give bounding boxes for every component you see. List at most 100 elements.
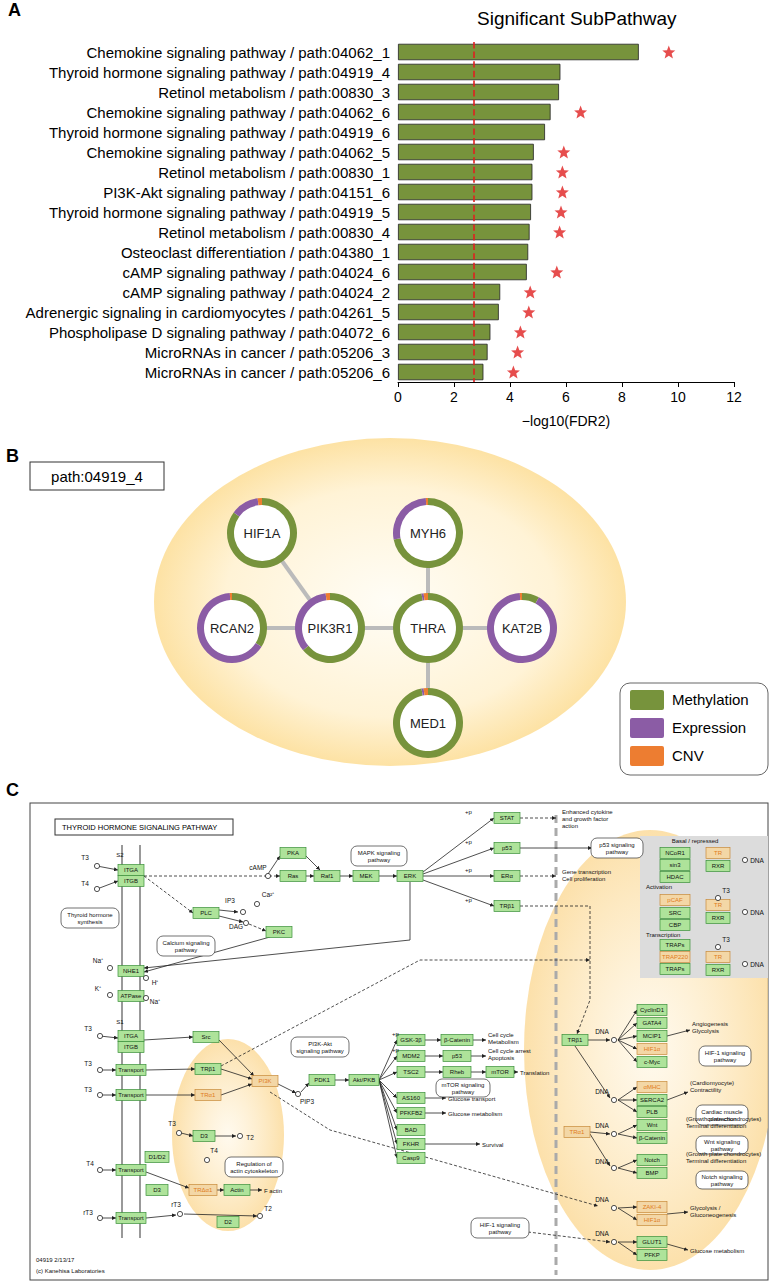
svg-text:RCAN2: RCAN2 <box>210 621 254 636</box>
svg-text:ITGB: ITGB <box>124 1044 138 1050</box>
svg-text:PIP3: PIP3 <box>300 1098 314 1105</box>
svg-text:Phospholipase D signaling path: Phospholipase D signaling pathway / path… <box>49 324 390 341</box>
svg-text:p53 signalingpathway: p53 signalingpathway <box>599 842 634 855</box>
svg-text:THRA: THRA <box>410 621 446 636</box>
svg-text:p53: p53 <box>452 1053 463 1059</box>
svg-text:Wnt: Wnt <box>647 1122 658 1128</box>
svg-text:HIF1α: HIF1α <box>644 1217 661 1223</box>
svg-text:Transport: Transport <box>118 1092 144 1098</box>
svg-text:Wnt signalingpathway: Wnt signalingpathway <box>704 1139 740 1152</box>
svg-text:DNA: DNA <box>750 857 764 864</box>
svg-text:GATA4: GATA4 <box>643 1020 662 1026</box>
svg-text:αMHC: αMHC <box>643 1084 661 1090</box>
svg-text:CBP: CBP <box>669 922 681 928</box>
svg-text:TRβ1: TRβ1 <box>500 903 515 909</box>
svg-text:S1: S1 <box>116 1019 124 1025</box>
svg-text:Chemokine signaling pathway /: Chemokine signaling pathway / path:04062… <box>86 44 390 61</box>
svg-text:pCAF: pCAF <box>667 897 683 903</box>
svg-text:T3: T3 <box>84 1025 92 1032</box>
svg-text:+p: +p <box>392 1031 400 1037</box>
svg-text:ITGA: ITGA <box>124 867 138 873</box>
svg-text:Survival: Survival <box>482 1142 503 1148</box>
svg-text:D3: D3 <box>153 1187 161 1193</box>
svg-text:cAMP signaling pathway / path:: cAMP signaling pathway / path:04024_2 <box>123 284 390 301</box>
svg-text:MED1: MED1 <box>410 716 446 731</box>
svg-text:TRβ1: TRβ1 <box>201 1066 216 1072</box>
svg-text:2: 2 <box>450 389 458 405</box>
svg-text:B: B <box>6 446 19 466</box>
svg-text:−log10(FDR2): −log10(FDR2) <box>522 413 610 429</box>
svg-text:Glycolysis /Gluconeogenesis: Glycolysis /Gluconeogenesis <box>690 1205 736 1218</box>
svg-text:HDAC: HDAC <box>666 874 684 880</box>
svg-text:MYH6: MYH6 <box>410 526 446 541</box>
svg-text:PIK3R1: PIK3R1 <box>308 621 353 636</box>
svg-text:Raf1: Raf1 <box>321 873 334 879</box>
svg-text:MEK: MEK <box>359 873 372 879</box>
svg-text:BMP: BMP <box>645 1170 658 1176</box>
svg-text:HIF1α: HIF1α <box>644 1046 661 1052</box>
svg-text:PLB: PLB <box>646 1109 657 1115</box>
svg-text:T3: T3 <box>84 1060 92 1067</box>
svg-text:MAPK signalingpathway: MAPK signalingpathway <box>358 850 400 863</box>
svg-text:DNA: DNA <box>750 909 764 916</box>
svg-text:AS160: AS160 <box>402 1095 421 1101</box>
svg-text:Akt/PKB: Akt/PKB <box>353 1077 375 1083</box>
svg-text:D3: D3 <box>200 1133 208 1139</box>
svg-text:p53: p53 <box>502 845 513 851</box>
svg-text:IP3: IP3 <box>225 897 235 904</box>
svg-text:Transport: Transport <box>118 1067 144 1073</box>
svg-text:T3: T3 <box>84 1086 92 1093</box>
svg-text:Expression: Expression <box>672 719 746 736</box>
svg-text:GSK-3β: GSK-3β <box>400 1037 422 1043</box>
svg-text:ERK: ERK <box>404 873 416 879</box>
svg-text:Glucose transport: Glucose transport <box>448 1096 496 1102</box>
svg-text:DAG: DAG <box>229 923 243 930</box>
svg-text:TR: TR <box>714 850 723 856</box>
svg-text:T4: T4 <box>210 1147 218 1154</box>
svg-text:Notch signalingpathway: Notch signalingpathway <box>701 1174 742 1187</box>
svg-text:Significant SubPathway: Significant SubPathway <box>477 8 677 29</box>
svg-text:+p: +p <box>465 839 473 845</box>
svg-text:Retinol metabolism / path:0083: Retinol metabolism / path:00830_1 <box>158 164 390 181</box>
svg-text:T3: T3 <box>81 854 89 861</box>
svg-text:Cell cycle arrestApoptosis: Cell cycle arrestApoptosis <box>488 1048 531 1061</box>
svg-text:NCoR1: NCoR1 <box>665 850 685 856</box>
svg-text:K⁺: K⁺ <box>95 985 101 992</box>
svg-text:HIF-1 signalingpathway: HIF-1 signalingpathway <box>480 1222 520 1235</box>
svg-text:NHE1: NHE1 <box>123 968 140 974</box>
svg-text:BAD: BAD <box>405 1127 418 1133</box>
svg-text:TR: TR <box>714 954 723 960</box>
svg-text:T3: T3 <box>722 936 730 943</box>
svg-text:PKC: PKC <box>273 929 286 935</box>
svg-text:Ca²⁺: Ca²⁺ <box>262 891 274 898</box>
svg-text:DNA: DNA <box>750 961 764 968</box>
svg-text:HIF-1 signalingpathway: HIF-1 signalingpathway <box>705 1050 745 1063</box>
svg-text:Enhanced cytokineand growth fa: Enhanced cytokineand growth factoraction <box>562 809 613 829</box>
svg-text:ITGB: ITGB <box>124 878 138 884</box>
svg-text:10: 10 <box>670 389 686 405</box>
svg-text:path:04919_4: path:04919_4 <box>51 468 143 485</box>
svg-text:Glucose metabolism: Glucose metabolism <box>690 1248 744 1254</box>
svg-text:6: 6 <box>562 389 570 405</box>
svg-text:sin3: sin3 <box>669 862 681 868</box>
svg-text:Retinol metabolism / path:0083: Retinol metabolism / path:00830_3 <box>158 84 390 101</box>
svg-text:PKA: PKA <box>287 850 299 856</box>
svg-text:Chemokine signaling pathway /: Chemokine signaling pathway / path:04062… <box>86 104 390 121</box>
svg-text:KAT2B: KAT2B <box>502 621 542 636</box>
svg-text:D1/D2: D1/D2 <box>148 1154 166 1160</box>
svg-text:Src: Src <box>202 1034 211 1040</box>
svg-text:TRα1: TRα1 <box>201 1092 216 1098</box>
svg-text:(Growth plate chondrocytes)Ter: (Growth plate chondrocytes)Terminal diff… <box>686 1151 761 1164</box>
svg-text:T2: T2 <box>264 1205 272 1212</box>
svg-text:Adrenergic signaling in cardio: Adrenergic signaling in cardiomyocytes /… <box>26 304 390 321</box>
svg-text:Actin: Actin <box>230 1187 243 1193</box>
svg-text:PI3K: PI3K <box>258 1078 271 1084</box>
svg-text:DNA: DNA <box>595 1122 609 1129</box>
svg-text:Chemokine signaling pathway /: Chemokine signaling pathway / path:04062… <box>86 144 390 161</box>
svg-text:H⁺: H⁺ <box>152 979 159 986</box>
svg-text:Gene transcriptionCell prolife: Gene transcriptionCell proliferation <box>562 869 611 882</box>
svg-text:0: 0 <box>394 389 402 405</box>
svg-text:Transcription: Transcription <box>646 932 680 938</box>
svg-text:rT3: rT3 <box>171 1201 181 1208</box>
svg-text:DNA: DNA <box>595 1028 609 1035</box>
